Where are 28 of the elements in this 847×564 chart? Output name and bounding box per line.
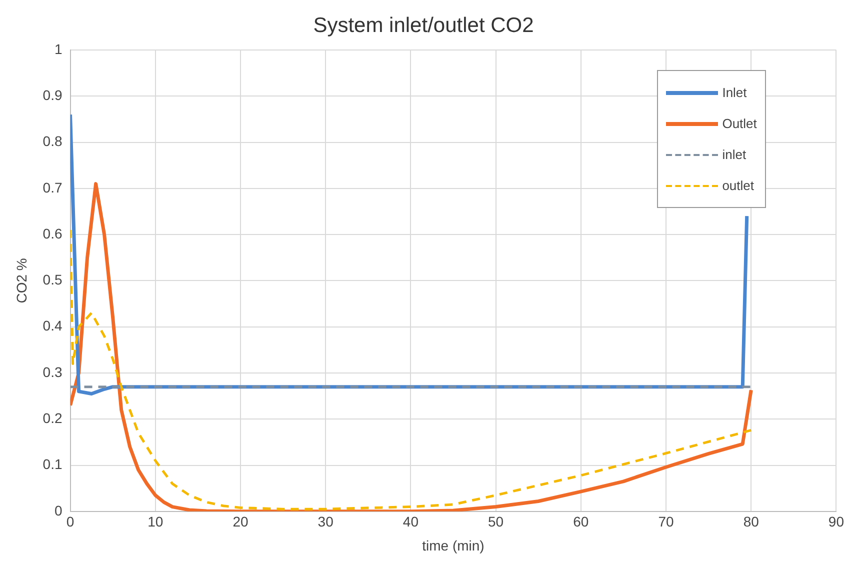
y-tick-label: 0.8 [42, 133, 62, 150]
x-tick-label: 20 [232, 514, 248, 530]
x-tick-label: 60 [573, 514, 589, 530]
x-tick-label: 50 [488, 514, 504, 530]
legend-label: Outlet [722, 116, 757, 131]
chart-title: System inlet/outlet CO2 [312, 14, 535, 38]
y-axis-title: CO2 % [13, 258, 30, 304]
x-axis-title: time (min) [422, 537, 484, 554]
y-tick-label: 0.4 [42, 318, 62, 334]
y-tick-label: 0.3 [42, 364, 62, 380]
x-tick-label: 70 [658, 514, 674, 530]
y-tick-label: 1 [54, 40, 62, 57]
x-tick-label: 40 [402, 514, 419, 530]
x-tick-label: 10 [148, 514, 164, 530]
x-tick-label: 90 [828, 514, 844, 530]
y-tick-label: 0.7 [42, 179, 62, 196]
y-tick-label: 0.1 [42, 456, 62, 472]
y-tick-label: 0.2 [42, 410, 62, 426]
x-tick-label: 30 [318, 514, 334, 530]
y-tick-label: 0.6 [42, 225, 62, 242]
x-tick-label: 0 [66, 514, 74, 530]
legend-label: outlet [722, 178, 754, 193]
y-tick-label: 0.5 [42, 272, 62, 288]
legend-label: Inlet [722, 85, 747, 100]
legend-label: inlet [722, 147, 746, 162]
x-tick-label: 80 [743, 514, 760, 530]
y-tick-label: 0 [54, 502, 62, 518]
y-tick-label: 0.9 [42, 87, 62, 103]
